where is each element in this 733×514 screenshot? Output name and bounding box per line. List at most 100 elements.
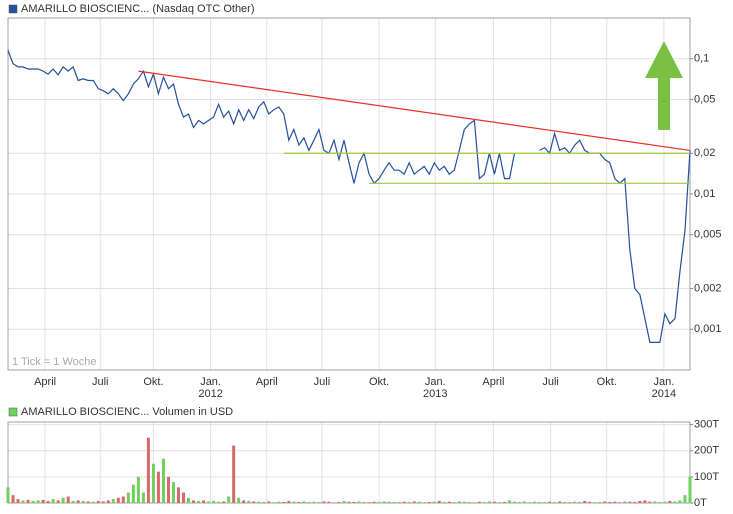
y-tick-label: 200T (694, 445, 719, 457)
volume-bar (563, 501, 567, 503)
y-tick-label: 0,005 (694, 229, 722, 241)
volume-bar (297, 501, 301, 503)
volume-bar (558, 501, 562, 503)
volume-bar (262, 501, 266, 503)
volume-bar (6, 487, 10, 503)
volume-bar (292, 501, 296, 503)
volume-bar (41, 499, 45, 503)
volume-bar (533, 501, 537, 503)
volume-bar (322, 501, 326, 503)
volume-bar (402, 501, 406, 503)
price-line (7, 50, 691, 343)
legend-swatch (8, 407, 18, 417)
volume-bar (663, 501, 667, 503)
volume-bar (668, 500, 672, 503)
volume-bar (538, 501, 542, 503)
volume-bar (222, 501, 226, 503)
volume-bar (242, 500, 246, 503)
volume-bar (573, 501, 577, 503)
volume-bar (613, 501, 617, 503)
volume-bar (347, 501, 351, 503)
y-tick-label: 0,1 (694, 53, 709, 65)
volume-bar (422, 502, 426, 503)
volume-bar (136, 476, 140, 503)
volume-bar (397, 501, 401, 503)
x-year-label: 2013 (423, 388, 447, 400)
volume-bar (171, 482, 175, 503)
volume-bar (598, 501, 602, 503)
volume-bar (578, 501, 582, 503)
volume-bar (583, 500, 587, 503)
volume-bar (116, 497, 120, 503)
volume-bar (86, 501, 90, 503)
volume-bar (407, 501, 411, 503)
up-arrow (645, 41, 683, 130)
volume-bar (452, 502, 456, 503)
volume-bar (131, 484, 135, 503)
x-tick-label: Jan. (654, 376, 675, 388)
volume-bar (217, 501, 221, 503)
volume-bar (31, 500, 35, 503)
volume-bar (683, 495, 687, 503)
volume-bar (182, 492, 186, 503)
volume-bar (232, 445, 236, 503)
volume-bar (512, 501, 516, 503)
volume-bar (342, 500, 346, 503)
arrow-head (645, 41, 683, 78)
volume-bar (618, 502, 622, 503)
trend-line (138, 70, 691, 152)
volume-bar (528, 502, 532, 503)
volume-bar (166, 476, 170, 503)
volume-bar (307, 502, 311, 503)
volume-bar (633, 501, 637, 503)
volume-bar (362, 501, 366, 503)
x-year-label: 2014 (652, 388, 676, 400)
volume-bar (367, 502, 371, 503)
x-year-label: 2012 (198, 388, 222, 400)
volume-bar (658, 501, 662, 503)
volume-bar (156, 471, 160, 503)
volume-bar (467, 501, 471, 503)
volume-bar (267, 501, 271, 503)
volume-bar (312, 501, 316, 503)
volume-bar (317, 501, 321, 503)
volume-bar (61, 497, 65, 503)
y-tick-label: 300T (694, 419, 719, 431)
volume-bar (332, 502, 336, 503)
volume-bar (197, 500, 201, 503)
volume-bar (257, 501, 261, 503)
volume-bar (277, 501, 281, 503)
volume-bar (628, 501, 632, 503)
volume-bar (192, 500, 196, 503)
legend-label: AMARILLO BIOSCIENC... Volumen in USD (21, 406, 233, 418)
legend-label: AMARILLO BIOSCIENC... (Nasdaq OTC Other) (21, 3, 255, 15)
x-tick-label: April (34, 376, 56, 388)
volume-bar (462, 501, 466, 503)
volume-bar (502, 501, 506, 503)
volume-bar (673, 501, 677, 503)
volume-bar (643, 500, 647, 503)
volume-bar (447, 501, 451, 503)
volume-bar (382, 501, 386, 503)
volume-bar (357, 501, 361, 503)
volume-bar (437, 500, 441, 503)
volume-bar (427, 501, 431, 503)
volume-bar (337, 501, 341, 503)
volume-bar (387, 501, 391, 503)
x-tick-label: Juli (542, 376, 559, 388)
volume-bar (302, 501, 306, 503)
volume-bar (417, 501, 421, 503)
volume-bar (202, 500, 206, 503)
volume-bar (608, 501, 612, 503)
volume-bar (688, 476, 692, 503)
volume-bar (588, 501, 592, 503)
volume-bar (247, 500, 251, 503)
volume-bar (96, 500, 100, 503)
x-tick-label: Juli (92, 376, 109, 388)
volume-bar (327, 501, 331, 503)
y-tick-label: 0,02 (694, 147, 715, 159)
volume-bar (497, 502, 501, 503)
y-tick-label: 0,002 (694, 282, 722, 294)
volume-bar (492, 501, 496, 503)
